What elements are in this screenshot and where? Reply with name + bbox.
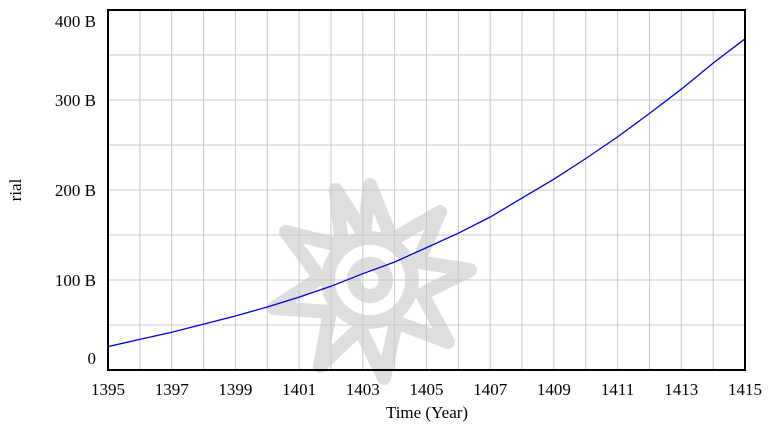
x-axis-label: Time (Year) bbox=[386, 403, 468, 422]
y-axis-label: rial bbox=[6, 178, 25, 201]
series-line bbox=[107, 38, 746, 348]
x-tick-label: 1411 bbox=[601, 380, 634, 399]
x-tick-label: 1397 bbox=[155, 380, 190, 399]
x-tick-labels: 1395 1397 1399 1401 1403 1405 1407 1409 1411 1413… bbox=[91, 380, 762, 399]
series-layer bbox=[107, 38, 746, 348]
x-tick-label: 1399 bbox=[218, 380, 252, 399]
x-tick-label: 1395 bbox=[91, 380, 125, 399]
x-tick-label: 1415 bbox=[728, 380, 762, 399]
x-tick-label: 1401 bbox=[282, 380, 316, 399]
y-tick-label: 100 B bbox=[55, 271, 96, 290]
y-grid-lines bbox=[108, 54, 745, 326]
y-tick-label: 200 B bbox=[55, 181, 96, 200]
x-tick-label: 1407 bbox=[473, 380, 508, 399]
y-tick-label: 0 bbox=[88, 349, 97, 368]
y-tick-label: 300 B bbox=[55, 91, 96, 110]
plot-frame bbox=[107, 9, 746, 371]
y-tick-labels: 0 100 B 200 B 300 B 400 B bbox=[55, 12, 96, 368]
x-tick-label: 1413 bbox=[664, 380, 698, 399]
x-tick-label: 1403 bbox=[346, 380, 380, 399]
y-tick-label: 400 B bbox=[55, 12, 96, 31]
x-tick-label: 1405 bbox=[410, 380, 444, 399]
x-tick-label: 1409 bbox=[537, 380, 571, 399]
